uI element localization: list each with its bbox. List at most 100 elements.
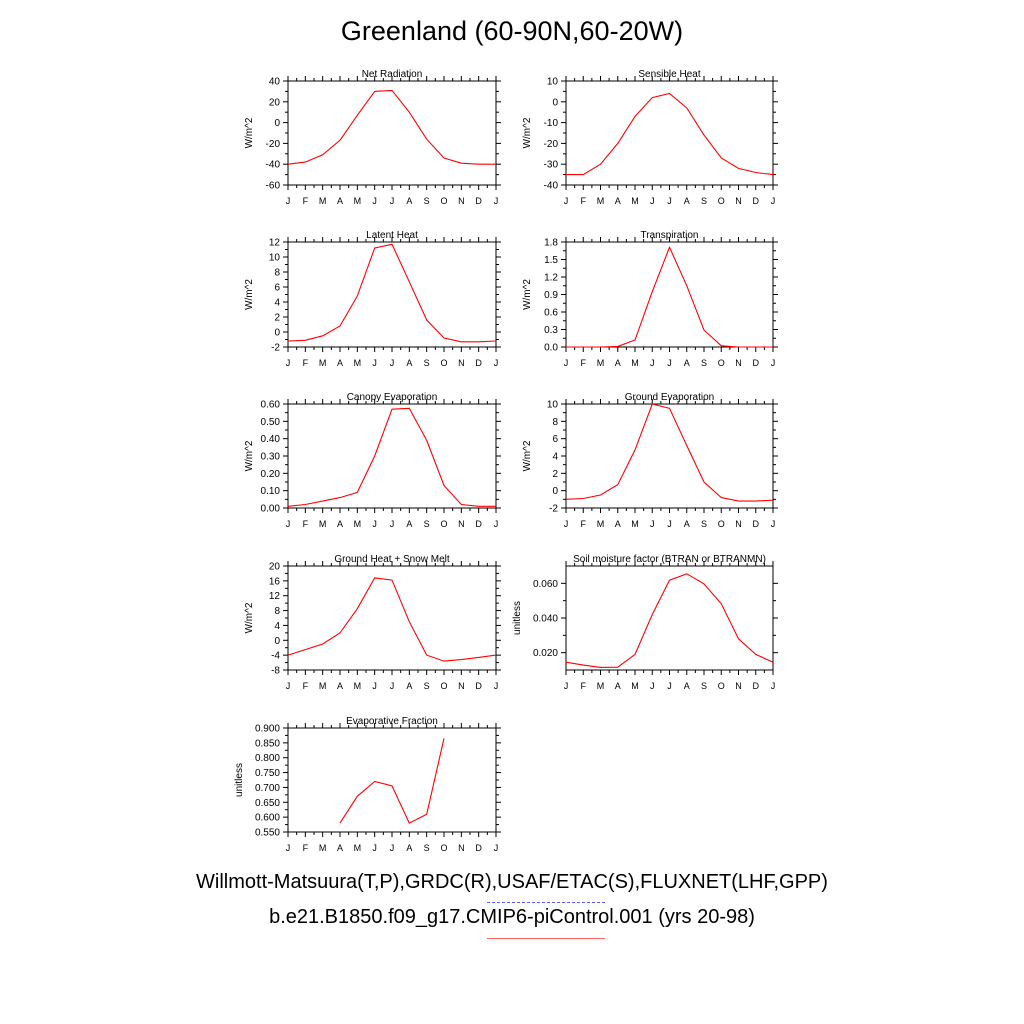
y-tick-label: 0 (552, 97, 558, 108)
panel-title: Canopy Evaporation (347, 392, 438, 403)
y-tick-label: 0.800 (255, 753, 280, 764)
x-tick-label: N (735, 196, 742, 206)
x-tick-label: F (581, 196, 587, 206)
x-tick-label: N (458, 196, 465, 206)
y-tick-label: 0.700 (255, 783, 280, 794)
x-tick-label: M (597, 519, 605, 529)
y-tick-label: 0.850 (255, 738, 280, 749)
y-tick-label: 0.550 (255, 828, 280, 839)
x-tick-label: A (615, 519, 621, 529)
x-tick-label: J (771, 519, 776, 529)
y-tick-label: -30 (544, 160, 559, 171)
x-tick-label: D (475, 196, 482, 206)
x-tick-label: S (424, 519, 430, 529)
x-tick-label: J (564, 358, 569, 368)
x-tick-label: J (494, 358, 499, 368)
x-tick-label: N (458, 843, 465, 853)
series-line (287, 89, 496, 165)
x-tick-label: J (667, 196, 672, 206)
x-tick-label: J (390, 519, 395, 529)
x-tick-label: A (337, 681, 343, 691)
y-tick-label: 0.40 (261, 434, 281, 445)
x-tick-label: A (615, 681, 621, 691)
y-tick-label: 4 (274, 621, 280, 632)
x-tick-label: J (650, 196, 655, 206)
x-tick-label: J (286, 843, 291, 853)
x-tick-label: J (286, 196, 291, 206)
x-tick-label: J (286, 519, 291, 529)
x-tick-label: J (494, 196, 499, 206)
panel-title: Sensible Heat (638, 69, 700, 80)
x-tick-label: N (735, 519, 742, 529)
x-tick-label: A (684, 681, 690, 691)
y-tick-label: 0.020 (533, 648, 558, 659)
x-tick-label: J (564, 196, 569, 206)
y-tick-label: -20 (544, 139, 559, 150)
panel-title: Net Radiation (362, 69, 423, 80)
y-tick-label: 12 (269, 238, 281, 249)
x-tick-label: O (440, 681, 447, 691)
y-axis-label: unitless (512, 601, 523, 635)
y-axis-label: W/m^2 (244, 279, 255, 310)
x-tick-label: M (319, 196, 327, 206)
x-tick-label: M (319, 681, 327, 691)
x-tick-label: A (684, 358, 690, 368)
x-tick-label: D (475, 843, 482, 853)
x-tick-label: O (718, 196, 725, 206)
panel-title: Ground Heat + Snow Melt (334, 554, 450, 565)
x-tick-label: J (667, 358, 672, 368)
x-tick-label: J (771, 196, 776, 206)
y-tick-label: 10 (547, 400, 559, 411)
y-tick-label: 0.0 (544, 343, 558, 354)
x-tick-label: J (494, 681, 499, 691)
y-tick-label: 1.2 (544, 273, 558, 284)
x-tick-label: D (475, 519, 482, 529)
x-tick-label: J (771, 358, 776, 368)
x-tick-label: J (372, 358, 377, 368)
plot-frame (565, 241, 774, 348)
y-axis-label: W/m^2 (522, 279, 533, 310)
plot-frame (565, 565, 774, 671)
x-tick-label: O (440, 358, 447, 368)
y-tick-label: 6 (274, 283, 280, 294)
y-tick-label: 0.60 (261, 400, 281, 411)
x-tick-label: J (667, 681, 672, 691)
y-axis-label: W/m^2 (244, 602, 255, 633)
x-tick-label: J (494, 519, 499, 529)
y-axis-label: W/m^2 (244, 117, 255, 148)
x-tick-label: A (337, 196, 343, 206)
y-tick-label: 40 (269, 77, 281, 88)
series-line (287, 407, 496, 507)
y-tick-label: 0.50 (261, 417, 281, 428)
x-tick-label: O (718, 681, 725, 691)
plot-frame (565, 403, 774, 509)
x-tick-label: N (735, 358, 742, 368)
series-line (565, 403, 774, 502)
x-tick-label: O (718, 358, 725, 368)
x-tick-label: J (564, 681, 569, 691)
x-tick-label: O (440, 843, 447, 853)
y-tick-label: 4 (552, 452, 558, 463)
y-tick-label: 0.900 (255, 724, 280, 735)
y-tick-label: 4 (274, 298, 280, 309)
x-tick-label: D (753, 519, 760, 529)
y-tick-label: 8 (274, 268, 280, 279)
y-tick-label: 8 (552, 417, 558, 428)
x-tick-label: F (581, 358, 587, 368)
x-tick-label: A (684, 519, 690, 529)
x-tick-label: S (424, 681, 430, 691)
y-tick-label: -60 (266, 181, 281, 192)
x-tick-label: A (337, 519, 343, 529)
y-tick-label: 2 (552, 469, 558, 480)
y-tick-label: -10 (544, 118, 559, 129)
panel-title: Transpiration (641, 230, 699, 241)
y-tick-label: 0.9 (544, 290, 558, 301)
observation-line-legend (487, 902, 605, 903)
x-tick-label: M (631, 681, 639, 691)
caption-observations: Willmott-Matsuura(T,P),GRDC(R),USAF/ETAC… (196, 871, 828, 893)
x-tick-label: M (319, 358, 327, 368)
x-tick-label: J (650, 358, 655, 368)
